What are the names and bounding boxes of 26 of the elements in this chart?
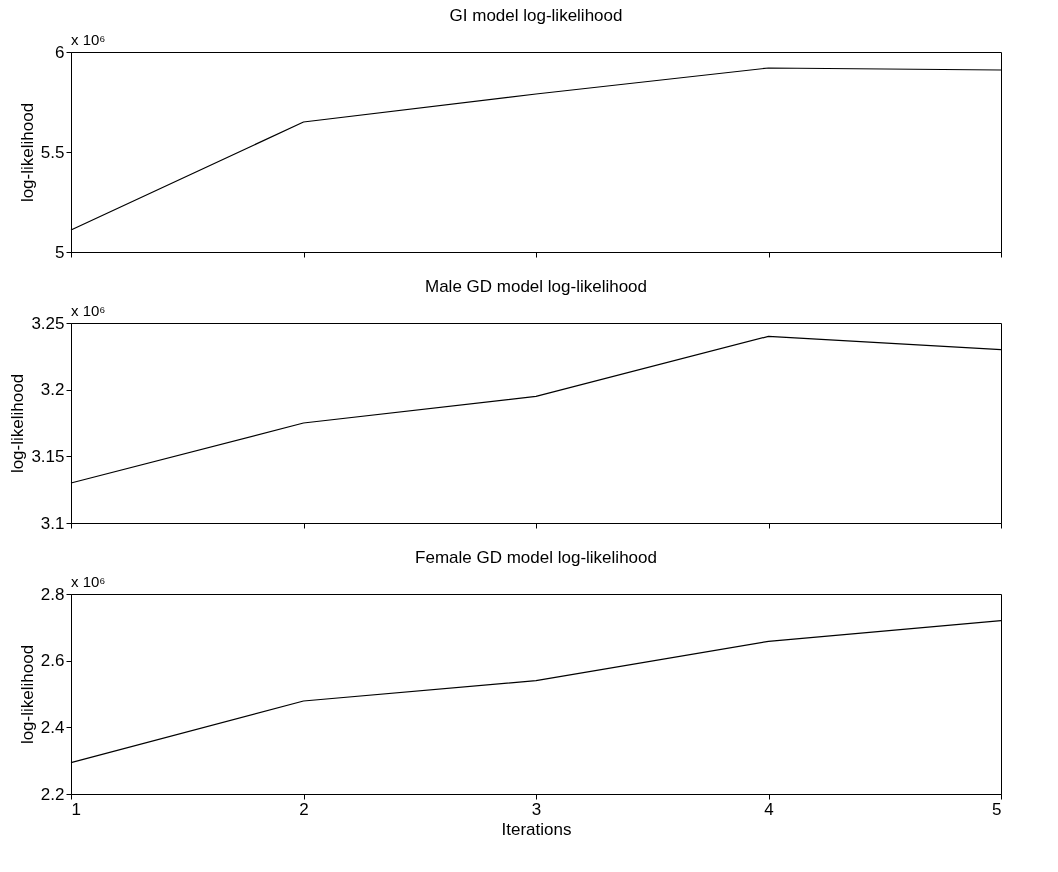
y-tick-label: 2.4: [40, 717, 65, 737]
x-tick-label: 3: [531, 799, 542, 819]
chart-title: GI model log-likelihood: [449, 6, 623, 25]
chart-title: Female GD model log-likelihood: [415, 548, 657, 567]
x-tick-label: 1: [71, 799, 81, 819]
x-tick-label: 4: [764, 799, 774, 819]
y-tick-label: 3.1: [40, 513, 65, 533]
y-axis-title: log-likelihood: [17, 644, 37, 745]
y-tick-label: 6: [55, 42, 65, 62]
y-tick-label: 5.5: [40, 142, 65, 162]
text: x 10⁶: [71, 573, 106, 590]
x-tick-label: 5: [992, 799, 1002, 819]
y-tick-label: 2.2: [40, 784, 65, 804]
y-axis-title: log-likelihood: [17, 102, 37, 203]
x-axis-title: Iterations: [501, 819, 572, 839]
y-tick-label: 2.8: [40, 584, 65, 604]
y-tick-label: 3.25: [31, 313, 65, 333]
y-tick-label: 3.15: [31, 446, 65, 466]
y-tick-label: 3.2: [40, 380, 65, 400]
text: x 10⁶: [71, 31, 106, 48]
y-axis-title: log-likelihood: [8, 373, 28, 474]
x-tick-label: 2: [299, 799, 309, 819]
y-tick-label: 5: [55, 242, 65, 262]
chart-title: Male GD model log-likelihood: [424, 277, 648, 296]
text: x 10⁶: [71, 302, 106, 319]
y-tick-label: 2.6: [40, 651, 65, 671]
